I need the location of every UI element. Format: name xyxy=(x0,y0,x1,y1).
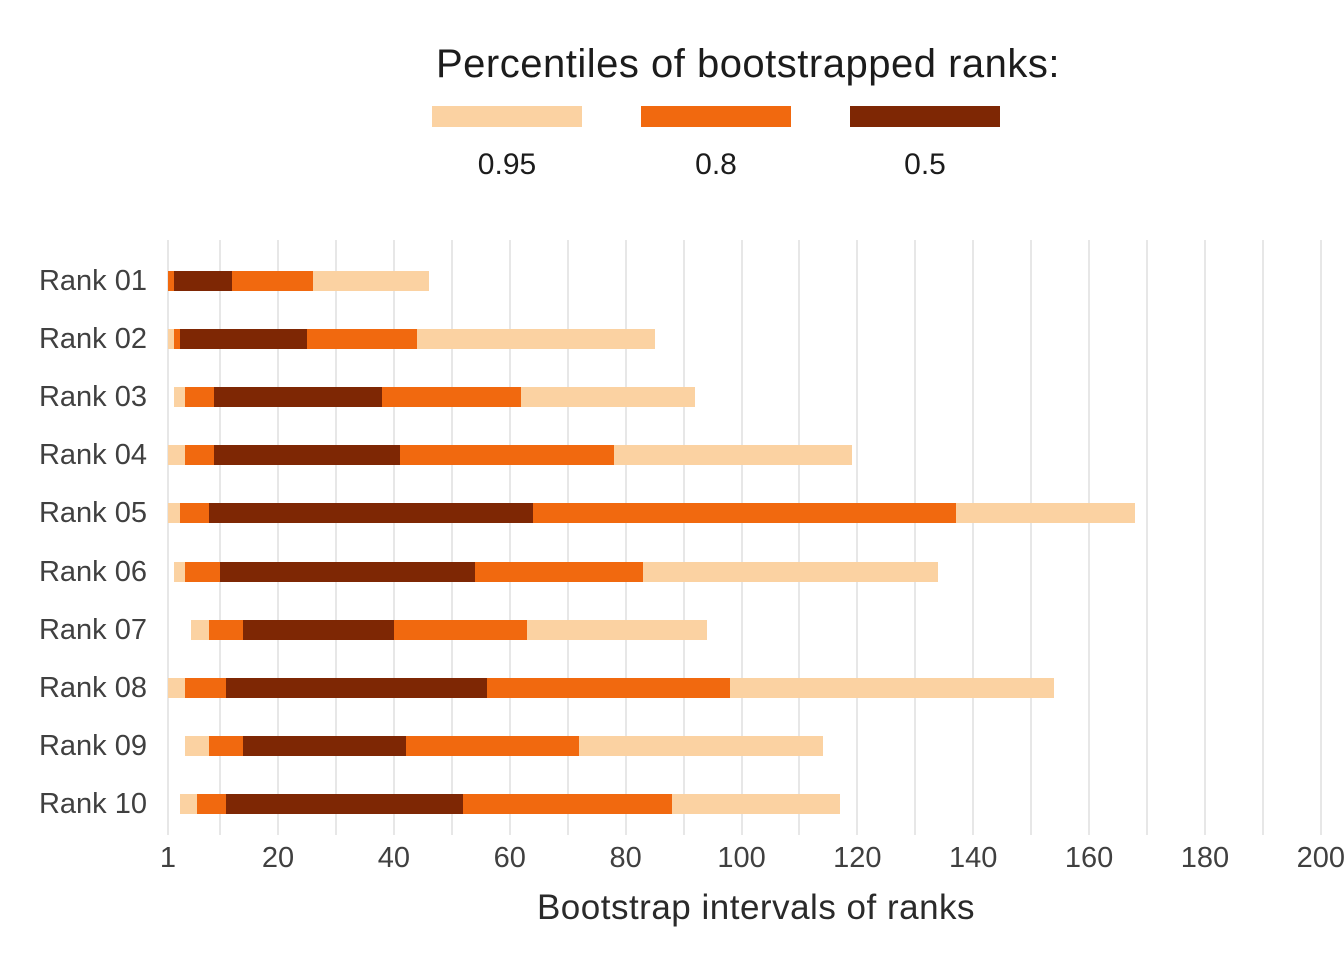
gridline-130 xyxy=(914,240,917,835)
legend-item-0.95: 0.95 xyxy=(432,106,582,182)
gridline-10 xyxy=(219,240,222,835)
bar-rank-07-p0.5 xyxy=(243,619,394,640)
x-tick-60: 60 xyxy=(493,842,526,874)
legend-title: Percentiles of bootstrapped ranks: xyxy=(435,42,1060,86)
y-label-rank-08: Rank 08 xyxy=(38,671,147,704)
bar-rank-04-p0.5 xyxy=(214,445,400,466)
legend-item-0.8: 0.8 xyxy=(641,106,791,182)
x-tick-80: 80 xyxy=(609,842,642,874)
bar-rank-03-p0.5 xyxy=(214,387,383,408)
x-axis-tick-labels: 1 20 40 60 80 100 120 140 160 180 200 xyxy=(160,842,1344,878)
legend-label-0.8: 0.8 xyxy=(695,148,737,181)
bar-rank-02-p0.5 xyxy=(179,329,308,350)
legend-swatch-0.5 xyxy=(850,106,1000,127)
gridline-180 xyxy=(1203,240,1206,835)
gridline-60 xyxy=(508,240,511,835)
gridline-30 xyxy=(335,240,337,835)
y-label-rank-10: Rank 10 xyxy=(38,787,147,820)
gridline-50 xyxy=(450,240,453,835)
bar-rank-10-p0.5 xyxy=(225,793,464,814)
gridline-140 xyxy=(972,240,975,835)
x-tick-100: 100 xyxy=(717,842,766,874)
legend-item-0.5: 0.5 xyxy=(850,106,1000,182)
legend-swatch-0.95 xyxy=(432,106,582,127)
bar-rank-06-p0.5 xyxy=(220,561,476,582)
x-tick-160: 160 xyxy=(1064,842,1114,874)
gridline-70 xyxy=(566,240,569,835)
gridline-120 xyxy=(856,240,859,835)
x-tick-140: 140 xyxy=(949,842,998,874)
x-tick-1: 1 xyxy=(159,842,177,874)
bar-rank-09-p0.5 xyxy=(243,735,406,756)
gridline-160 xyxy=(1088,240,1091,835)
y-axis-labels: Rank 01 Rank 02 Rank 03 Rank 04 Rank 05 Rank … xyxy=(0,252,147,833)
y-label-rank-02: Rank 02 xyxy=(38,323,147,356)
y-label-rank-05: Rank 05 xyxy=(38,497,147,530)
x-tick-200: 200 xyxy=(1296,842,1344,874)
gridline-40 xyxy=(392,240,395,835)
gridline-200 xyxy=(1319,240,1322,835)
x-tick-40: 40 xyxy=(377,842,411,874)
legend: 0.95 0.8 0.5 xyxy=(128,106,1304,182)
gridline-190 xyxy=(1261,240,1264,835)
gridline-90 xyxy=(682,240,685,835)
bar-rank-05-p0.5 xyxy=(208,503,533,524)
y-label-rank-09: Rank 09 xyxy=(38,729,147,762)
bar-rank-01-p0.5 xyxy=(173,271,232,292)
x-tick-20: 20 xyxy=(261,842,295,874)
gridline-80 xyxy=(624,240,627,835)
y-label-rank-03: Rank 03 xyxy=(38,381,147,414)
gridline-1 xyxy=(167,240,169,835)
y-label-rank-06: Rank 06 xyxy=(38,555,147,588)
x-axis-title: Bootstrap intervals of ranks xyxy=(536,888,976,927)
x-tick-180: 180 xyxy=(1180,842,1230,874)
plot-area xyxy=(167,240,1344,835)
y-label-rank-01: Rank 01 xyxy=(38,265,147,298)
gridline-100 xyxy=(740,240,743,835)
bar-rank-08-p0.5 xyxy=(225,677,487,698)
gridline-110 xyxy=(798,240,801,835)
gridline-20 xyxy=(277,240,280,835)
y-label-rank-04: Rank 04 xyxy=(38,439,147,472)
gridline-150 xyxy=(1030,240,1033,835)
x-tick-120: 120 xyxy=(833,842,882,874)
y-label-rank-07: Rank 07 xyxy=(38,613,147,646)
legend-label-0.95: 0.95 xyxy=(477,148,537,181)
gridline-170 xyxy=(1146,240,1149,835)
legend-swatch-0.8 xyxy=(641,106,791,127)
legend-label-0.5: 0.5 xyxy=(904,148,946,181)
